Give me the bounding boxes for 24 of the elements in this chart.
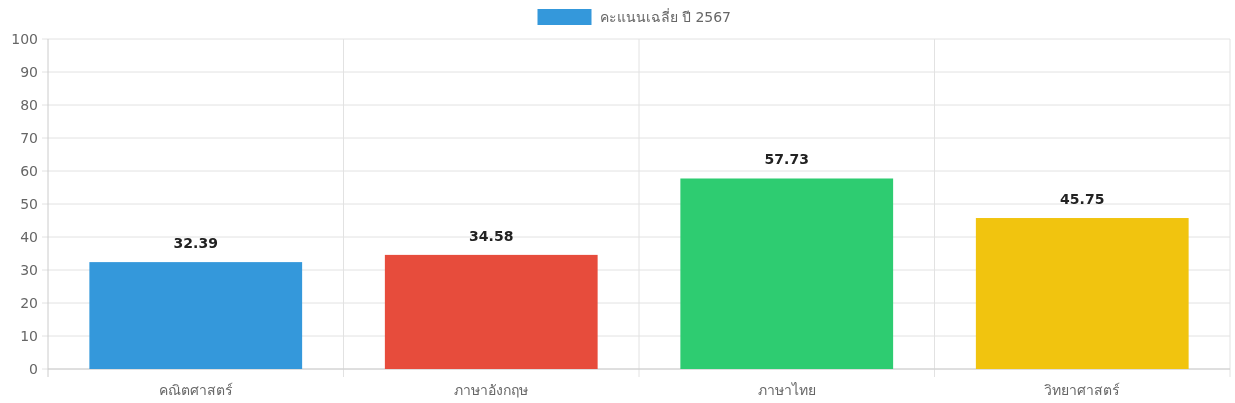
legend-label: คะแนนเฉลี่ย ปี 2567 <box>599 8 732 25</box>
x-tick-label: ภาษาไทย <box>757 382 816 398</box>
bar <box>384 254 598 369</box>
y-tick-label: 90 <box>20 64 38 80</box>
y-tick-label: 60 <box>20 163 38 179</box>
data-label: 32.39 <box>173 235 218 252</box>
y-tick-label: 10 <box>20 328 38 344</box>
bar <box>975 218 1189 369</box>
x-tick-label: ภาษาอังกฤษ <box>454 382 529 398</box>
y-tick-label: 100 <box>11 31 38 47</box>
data-label: 57.73 <box>764 151 809 168</box>
y-tick-label: 70 <box>20 130 38 146</box>
bar <box>89 262 303 369</box>
data-label: 45.75 <box>1060 191 1105 208</box>
x-tick-label: วิทยาศาสตร์ <box>1044 382 1121 398</box>
y-tick-label: 30 <box>20 262 38 278</box>
y-tick-label: 20 <box>20 295 38 311</box>
y-tick-label: 0 <box>29 361 38 377</box>
x-tick-label: คณิตศาสตร์ <box>158 382 233 398</box>
data-label: 34.58 <box>469 227 514 244</box>
y-tick-label: 40 <box>20 229 38 245</box>
y-tick-label: 80 <box>20 97 38 113</box>
bar <box>680 178 894 369</box>
y-tick-label: 50 <box>20 196 38 212</box>
